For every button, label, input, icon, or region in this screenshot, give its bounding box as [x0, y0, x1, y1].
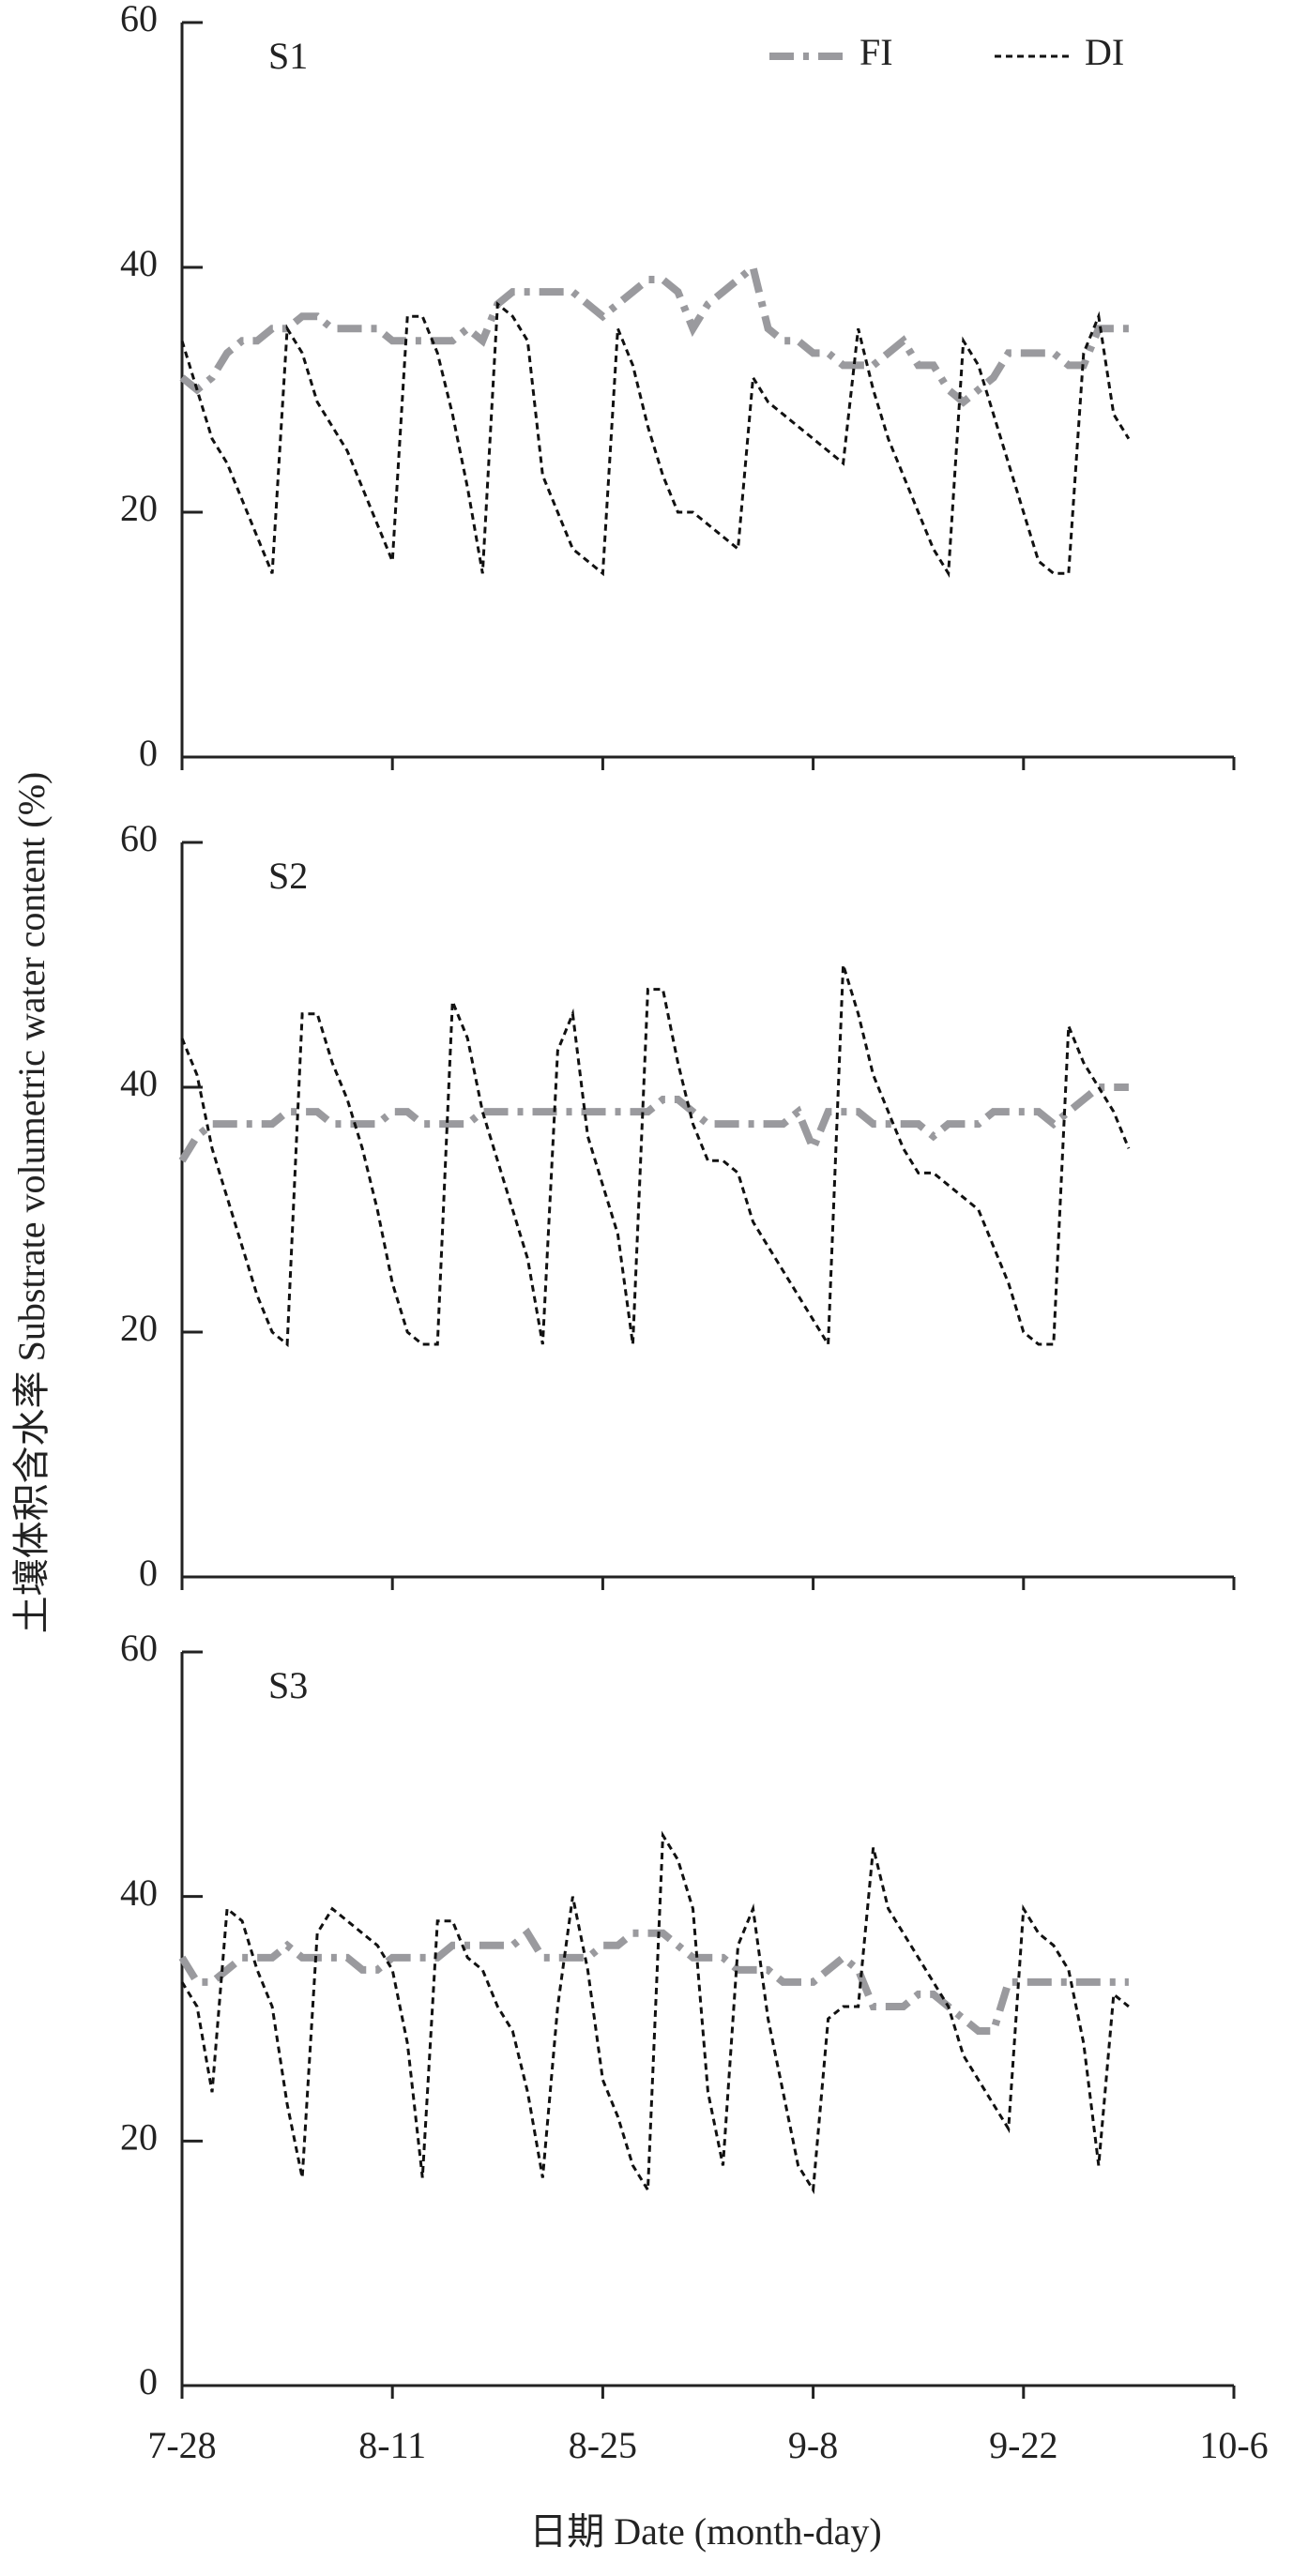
x-tick-label: 9-8: [788, 2424, 838, 2466]
series-line: [180, 964, 1131, 1350]
legend-label: FI: [859, 31, 893, 73]
series-line: [178, 1083, 1129, 1163]
series-line: [179, 260, 1129, 407]
x-tick-label: 8-11: [358, 2424, 426, 2466]
panel-title: S2: [268, 855, 308, 897]
x-tick-label: 7-28: [147, 2424, 216, 2466]
y-tick-label: 60: [120, 817, 158, 859]
y-tick-label: 20: [120, 487, 158, 529]
y-tick-label: 0: [139, 2360, 158, 2402]
x-tick-label: 10-6: [1199, 2424, 1268, 2466]
y-tick-label: 60: [120, 0, 158, 39]
y-tick-label: 20: [120, 2116, 158, 2159]
x-tick-label: 8-25: [569, 2424, 637, 2466]
x-axis-label: 日期 Date (month-day): [529, 2510, 881, 2553]
y-tick-label: 40: [120, 1062, 158, 1104]
panel-title: S1: [268, 35, 308, 77]
y-tick-label: 0: [139, 732, 158, 774]
legend-label: DI: [1085, 31, 1124, 73]
series-line: [178, 1927, 1129, 2036]
y-tick-label: 60: [120, 1627, 158, 1669]
y-tick-label: 40: [120, 1871, 158, 1914]
x-tick-label: 9-22: [989, 2424, 1057, 2466]
y-axis-label: 土壤体积含水率 Substrate volumetric water conte…: [10, 772, 53, 1634]
y-tick-label: 20: [120, 1307, 158, 1349]
y-tick-label: 0: [139, 1552, 158, 1594]
panel-title: S3: [268, 1664, 308, 1706]
series-line: [180, 1830, 1130, 2195]
series-line: [180, 301, 1131, 579]
y-tick-label: 40: [120, 242, 158, 284]
